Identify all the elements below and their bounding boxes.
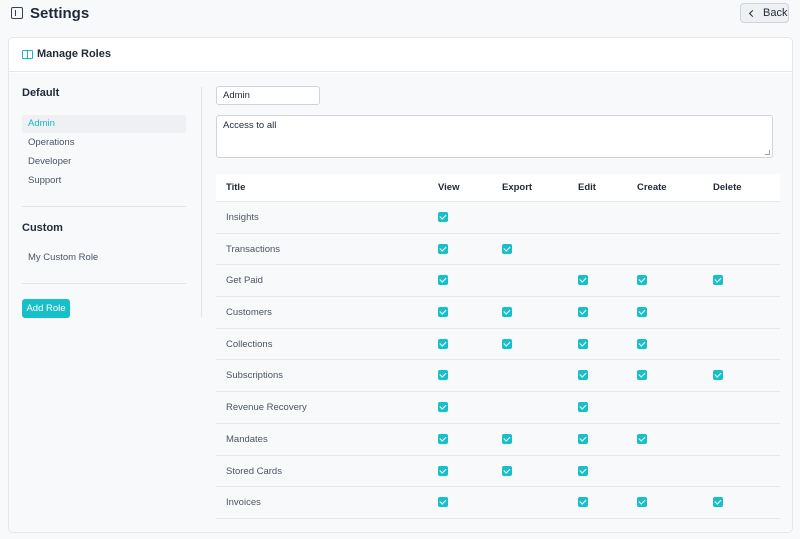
view-checkbox[interactable] xyxy=(438,307,448,318)
row-title: Collections xyxy=(226,338,273,350)
role-description-textarea[interactable]: Access to all xyxy=(216,115,773,158)
view-checkbox[interactable] xyxy=(438,370,448,381)
role-item-operations[interactable]: Operations xyxy=(28,137,75,148)
row-title: Stored Cards xyxy=(226,465,282,477)
sidebar-toggle-icon[interactable] xyxy=(11,7,23,19)
divider xyxy=(22,206,186,207)
default-roles-heading: Default xyxy=(22,87,60,99)
vertical-divider xyxy=(201,87,202,317)
table-row: Subscriptions xyxy=(216,360,780,393)
view-checkbox[interactable] xyxy=(438,275,448,286)
create-checkbox[interactable] xyxy=(637,370,647,381)
divider xyxy=(22,283,186,284)
role-item-admin[interactable]: Admin xyxy=(22,115,186,133)
export-checkbox[interactable] xyxy=(502,433,512,444)
role-description-text: Access to all xyxy=(223,120,277,131)
role-item-support[interactable]: Support xyxy=(28,175,62,186)
create-checkbox[interactable] xyxy=(637,307,647,318)
column-header-create: Create xyxy=(637,182,667,193)
row-title: Invoices xyxy=(226,497,261,509)
back-button-label: Back xyxy=(763,7,788,19)
column-header-delete: Delete xyxy=(713,182,742,193)
page-title: Settings xyxy=(30,5,90,22)
role-item-developer[interactable]: Developer xyxy=(28,156,72,167)
delete-checkbox[interactable] xyxy=(713,275,723,286)
table-row: Transactions xyxy=(216,234,780,266)
edit-checkbox[interactable] xyxy=(578,275,588,286)
view-checkbox[interactable] xyxy=(438,338,448,349)
top-bar: Settings Back xyxy=(0,0,800,28)
row-title: Customers xyxy=(226,307,272,319)
table-row: Stored Cards xyxy=(216,456,780,488)
back-button[interactable]: Back xyxy=(740,3,789,23)
permissions-table: Title View Export Edit Create Delete Ins… xyxy=(216,174,780,519)
export-checkbox[interactable] xyxy=(502,465,512,476)
export-checkbox[interactable] xyxy=(502,338,512,349)
view-checkbox[interactable] xyxy=(438,433,448,444)
view-checkbox[interactable] xyxy=(438,497,448,508)
view-checkbox[interactable] xyxy=(438,243,448,254)
table-row: Revenue Recovery xyxy=(216,392,780,424)
table-row: Collections xyxy=(216,329,780,361)
table-body: Insights Transactions Get Paid Customers Col… xyxy=(216,202,780,519)
view-checkbox[interactable] xyxy=(438,212,448,222)
create-checkbox[interactable] xyxy=(637,433,647,444)
edit-checkbox[interactable] xyxy=(578,497,588,508)
resize-grip-icon[interactable] xyxy=(765,150,770,155)
card-title: Manage Roles xyxy=(37,48,111,60)
add-role-button[interactable]: Add Role xyxy=(22,299,70,318)
edit-checkbox[interactable] xyxy=(578,433,588,444)
row-title: Revenue Recovery xyxy=(226,402,307,414)
column-header-view: View xyxy=(438,182,460,193)
column-header-export: Export xyxy=(502,182,533,193)
manage-roles-card: Manage Roles Default Admin Operations De… xyxy=(8,37,793,533)
export-checkbox[interactable] xyxy=(502,307,512,318)
table-row: Customers xyxy=(216,297,780,329)
table-row: Insights xyxy=(216,202,780,234)
role-item-my-custom-role[interactable]: My Custom Role xyxy=(28,252,99,263)
export-checkbox[interactable] xyxy=(502,243,512,254)
column-header-title: Title xyxy=(226,182,246,193)
create-checkbox[interactable] xyxy=(637,338,647,349)
table-header: Title View Export Edit Create Delete xyxy=(216,174,780,202)
role-name-input[interactable]: Admin xyxy=(216,86,320,105)
row-title: Subscriptions xyxy=(226,370,284,382)
book-icon xyxy=(22,50,33,59)
chevron-left-icon xyxy=(748,9,757,18)
custom-roles-heading: Custom xyxy=(22,222,63,234)
column-header-edit: Edit xyxy=(578,182,596,193)
edit-checkbox[interactable] xyxy=(578,370,588,381)
create-checkbox[interactable] xyxy=(637,497,647,508)
card-body: Default Admin Operations Developer Suppo… xyxy=(9,73,792,532)
delete-checkbox[interactable] xyxy=(713,370,723,381)
table-row: Get Paid xyxy=(216,265,780,298)
edit-checkbox[interactable] xyxy=(578,402,588,413)
row-title: Transactions xyxy=(226,243,281,255)
edit-checkbox[interactable] xyxy=(578,338,588,349)
view-checkbox[interactable] xyxy=(438,465,448,476)
row-title: Get Paid xyxy=(226,275,263,287)
card-header: Manage Roles xyxy=(9,38,792,72)
edit-checkbox[interactable] xyxy=(578,307,588,318)
row-title: Insights xyxy=(226,212,259,223)
table-row: Mandates xyxy=(216,424,780,456)
create-checkbox[interactable] xyxy=(637,275,647,286)
row-title: Mandates xyxy=(226,433,268,445)
view-checkbox[interactable] xyxy=(438,402,448,413)
edit-checkbox[interactable] xyxy=(578,465,588,476)
table-row: Invoices xyxy=(216,487,780,519)
delete-checkbox[interactable] xyxy=(713,497,723,508)
